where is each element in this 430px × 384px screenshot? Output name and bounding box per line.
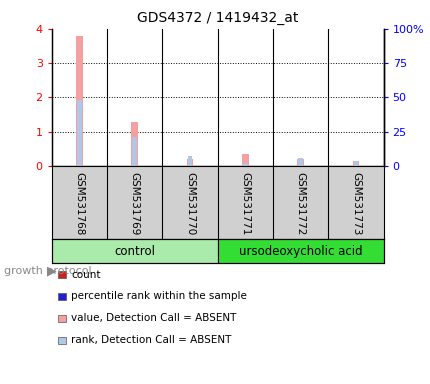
- Text: value, Detection Call = ABSENT: value, Detection Call = ABSENT: [71, 313, 236, 323]
- Text: GSM531771: GSM531771: [240, 172, 250, 235]
- Text: GSM531769: GSM531769: [129, 172, 139, 235]
- Text: GSM531770: GSM531770: [184, 172, 194, 235]
- Text: count: count: [71, 270, 100, 280]
- Bar: [353, 161, 357, 166]
- Bar: [352, 161, 359, 166]
- Text: ▶: ▶: [46, 264, 56, 277]
- Title: GDS4372 / 1419432_at: GDS4372 / 1419432_at: [137, 11, 298, 25]
- Bar: [241, 154, 248, 166]
- Bar: [52, 239, 217, 263]
- Bar: [186, 159, 193, 166]
- Bar: [132, 137, 137, 166]
- Text: GSM531768: GSM531768: [74, 172, 84, 235]
- Text: rank, Detection Call = ABSENT: rank, Detection Call = ABSENT: [71, 335, 231, 345]
- Bar: [77, 100, 81, 166]
- Bar: [76, 36, 83, 166]
- Text: GSM531772: GSM531772: [295, 172, 305, 235]
- Bar: [217, 239, 383, 263]
- Text: ursodeoxycholic acid: ursodeoxycholic acid: [238, 245, 362, 258]
- Text: control: control: [114, 245, 155, 258]
- Bar: [187, 156, 192, 166]
- Bar: [297, 159, 303, 166]
- Bar: [131, 122, 138, 166]
- Bar: [243, 163, 247, 166]
- Text: growth protocol: growth protocol: [4, 266, 92, 276]
- Bar: [298, 158, 302, 166]
- Text: GSM531773: GSM531773: [350, 172, 360, 235]
- Text: percentile rank within the sample: percentile rank within the sample: [71, 291, 246, 301]
